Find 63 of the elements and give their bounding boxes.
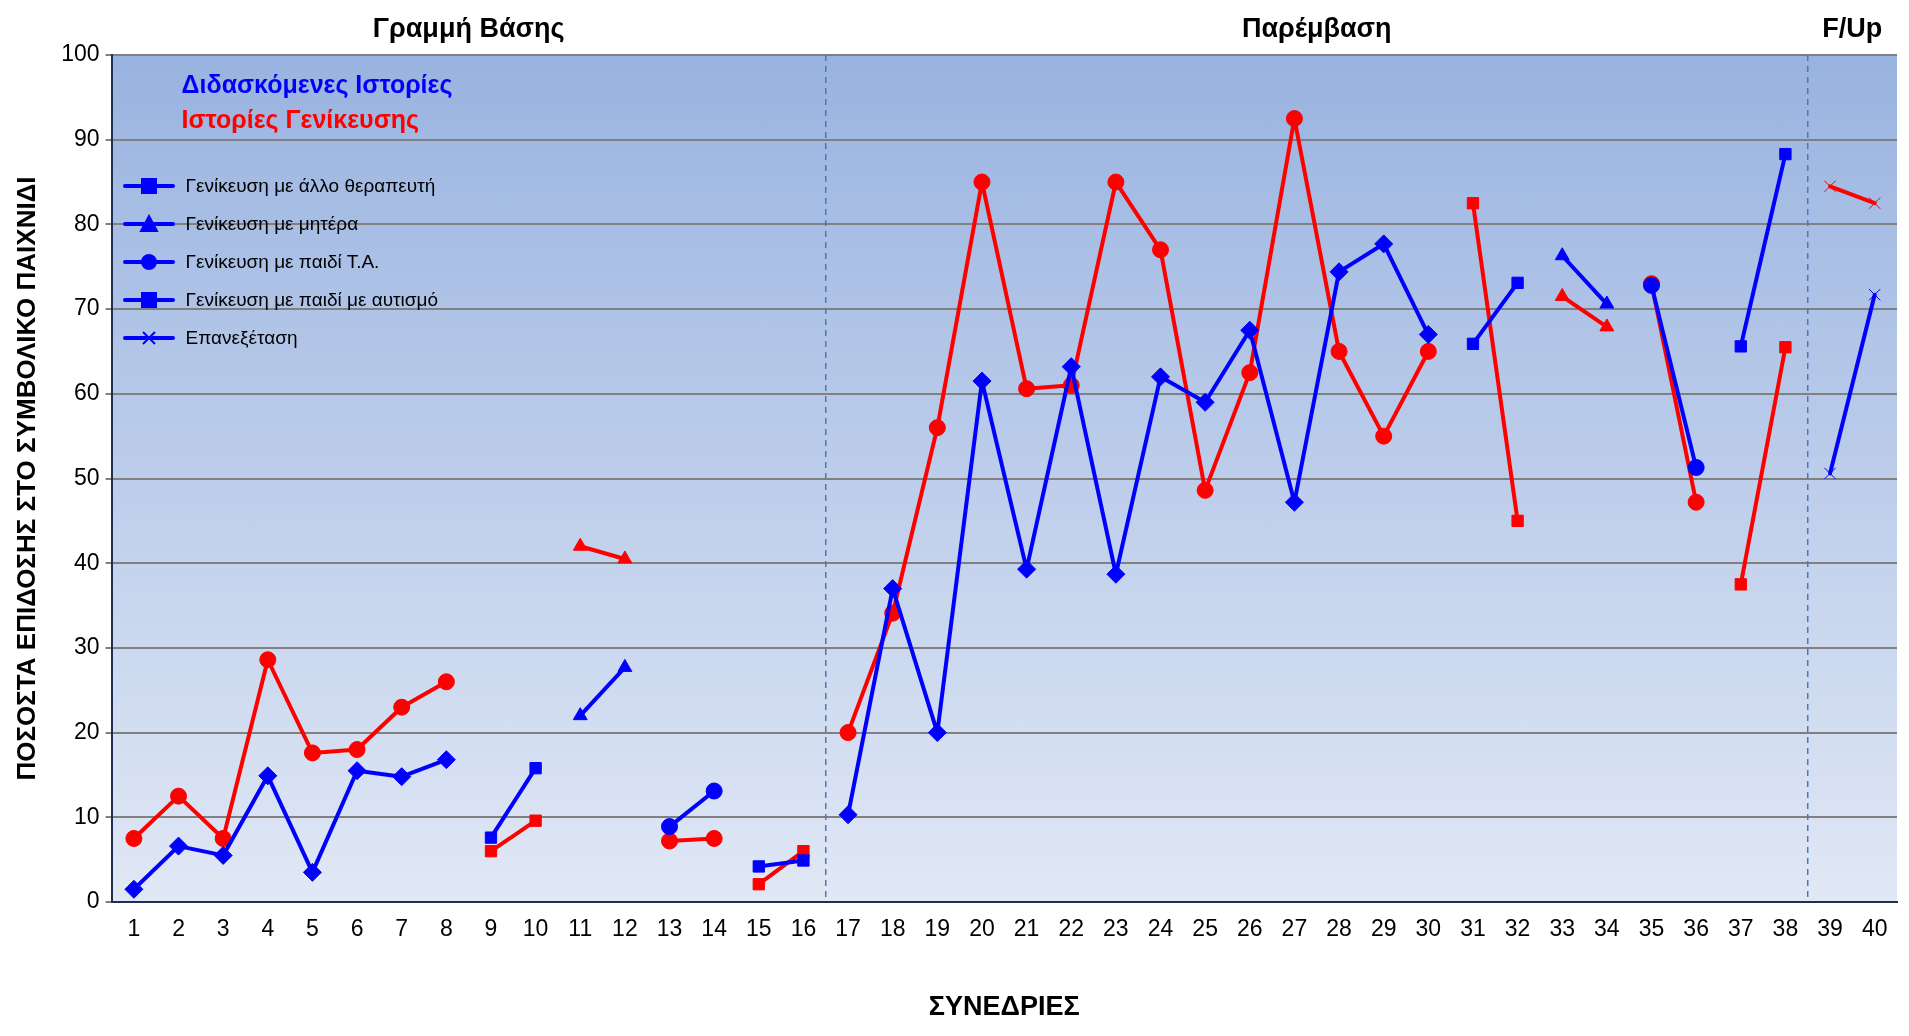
x-tick-label: 7 (395, 915, 409, 942)
x-tick-label: 1 (127, 915, 141, 942)
legend-label: Γενίκευση με άλλο θεραπευτή (185, 175, 436, 197)
x-tick-label: 2 (172, 915, 185, 942)
x-tick-label: 26 (1236, 915, 1263, 942)
annotation: Διδασκόμενες Ιστορίες (181, 69, 453, 100)
x-tick-label: 8 (439, 915, 453, 942)
y-tick-label: 10 (73, 802, 100, 829)
x-tick-label: 36 (1683, 915, 1709, 942)
x-tick-label: 3 (216, 915, 230, 942)
y-tick-label: 60 (73, 379, 100, 406)
x-tick-label: 16 (790, 915, 817, 942)
x-tick-label: 37 (1727, 915, 1754, 942)
y-tick-label: 40 (73, 548, 100, 575)
x-tick-label: 5 (306, 915, 319, 942)
x-tick-label: 21 (1013, 915, 1040, 942)
text: Παρέμβαση (1241, 12, 1392, 43)
x-tick-label: 22 (1058, 915, 1085, 942)
y-tick-label: 70 (73, 294, 100, 321)
x-tick-label: 30 (1415, 915, 1442, 942)
y-tick-label: 90 (73, 125, 100, 152)
x-tick-label: 40 (1861, 915, 1888, 942)
x-tick-label: 33 (1549, 915, 1576, 942)
x-tick-label: 32 (1504, 915, 1531, 942)
x-tick-label: 19 (924, 915, 951, 942)
y-tick-label: 30 (73, 633, 100, 660)
y-axis-title: ΠΟΣΟΣΤΑ ΕΠΙΔΟΣΗΣ ΣΤΟ ΣΥΜΒΟΛΙΚΟ ΠΑΙΧΝΙΔΙ (10, 176, 41, 781)
x-tick-label: 14 (701, 915, 728, 942)
x-tick-label: 25 (1192, 915, 1218, 942)
x-tick-label: 29 (1370, 915, 1397, 942)
x-tick-label: 15 (745, 915, 772, 942)
x-tick-label: 12 (612, 915, 638, 942)
x-tick-label: 17 (835, 915, 861, 942)
legend-label: Γενίκευση με παιδί με αυτισμό (185, 289, 439, 311)
x-axis-title: ΣΥΝΕΔΡΙΕΣ (928, 991, 1080, 1022)
x-tick-label: 11 (568, 915, 593, 942)
x-tick-label: 20 (969, 915, 995, 942)
y-tick-label: 80 (73, 209, 100, 236)
x-tick-label: 6 (350, 915, 364, 942)
x-tick-label: 31 (1460, 915, 1486, 942)
x-tick-label: 13 (656, 915, 683, 942)
x-tick-label: 23 (1103, 915, 1129, 942)
text: F/Up (1822, 12, 1883, 43)
x-tick-label: 34 (1594, 915, 1620, 942)
x-tick-label: 9 (484, 915, 498, 942)
text: Γραμμή Βάσης (372, 12, 565, 43)
y-tick-label: 0 (86, 887, 100, 914)
legend-label: Γενίκευση με παιδί Τ.Α. (185, 251, 380, 273)
x-tick-label: 24 (1147, 915, 1174, 942)
x-tick-label: 4 (261, 915, 275, 942)
x-tick-label: 39 (1817, 915, 1843, 942)
x-tick-label: 28 (1326, 915, 1352, 942)
x-tick-label: 35 (1638, 915, 1665, 942)
y-tick-label: 20 (73, 717, 100, 744)
x-tick-label: 18 (879, 915, 906, 942)
y-tick-label: 100 (61, 40, 100, 67)
y-tick-label: 50 (73, 463, 100, 490)
legend-label: Γενίκευση με μητέρα (185, 213, 359, 235)
annotation: Ιστορίες Γενίκευσης (181, 104, 421, 135)
x-tick-label: 27 (1281, 915, 1308, 942)
x-tick-label: 38 (1772, 915, 1799, 942)
x-tick-label: 10 (522, 915, 549, 942)
legend-label: Επανεξέταση (185, 327, 298, 349)
